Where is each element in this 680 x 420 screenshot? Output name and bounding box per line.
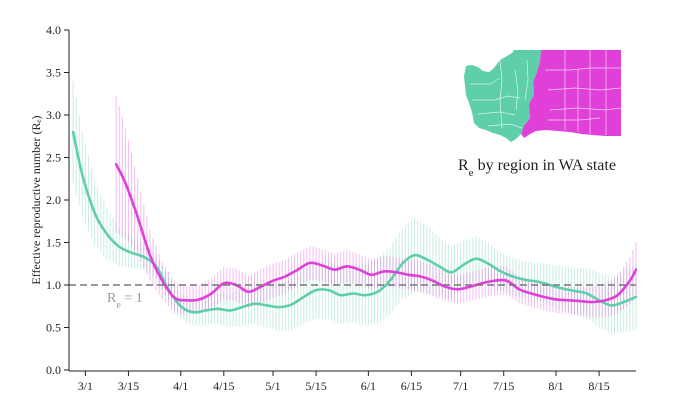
x-tick-label: 4/1 [173,379,188,393]
x-tick-label: 7/15 [493,379,514,393]
map-caption-base: R [458,157,469,174]
y-tick-label: 3.5 [46,66,61,80]
map-caption-rest: by region in WA state [474,157,616,174]
x-tick-label: 3/15 [118,379,139,393]
axes: 0.0 0.5 1.0 1.5 2.0 2.5 3.0 3.5 4.0 3/1 3/15 4/1 4/1… [46,23,636,393]
y-tick-label: 4.0 [46,23,61,37]
x-tick-label: 5/15 [305,379,326,393]
series-lines [71,130,638,314]
x-tick-label: 3/1 [78,379,93,393]
county-borders [470,50,622,135]
reference-line-label-rest: = 1 [121,291,143,306]
y-tick-label: 0.5 [46,321,61,335]
y-tick-label: 2.5 [46,151,61,165]
reference-line-label-sub: e [116,300,121,311]
map-caption-sub: e [469,167,474,179]
wa-region-map: Re by region in WA state [458,50,622,179]
reference-line-label-base: R [107,291,117,306]
x-tick-label: 5/1 [265,379,280,393]
y-tick-label: 1.5 [46,236,61,250]
y-tick-label: 3.0 [46,108,61,122]
y-axis-title: Effective reproductive number (Rₑ) [29,115,43,284]
y-tick-label: 1.0 [46,278,61,292]
y-tick-label: 0.0 [46,363,61,377]
eastern-wa-region [521,50,621,138]
western-wa-region [464,50,541,142]
x-tick-label: 8/15 [588,379,609,393]
map-caption: Re by region in WA state [458,157,616,179]
x-tick-label: 6/1 [361,379,376,393]
reference-line-label: Re = 1 [107,291,143,311]
x-tick-label: 7/1 [453,379,468,393]
x-tick-label: 6/15 [401,379,422,393]
y-tick-label: 2.0 [46,193,61,207]
series-line-eastern-wa [114,163,638,304]
x-tick-label: 8/1 [548,379,563,393]
x-tick-label: 4/15 [213,379,234,393]
